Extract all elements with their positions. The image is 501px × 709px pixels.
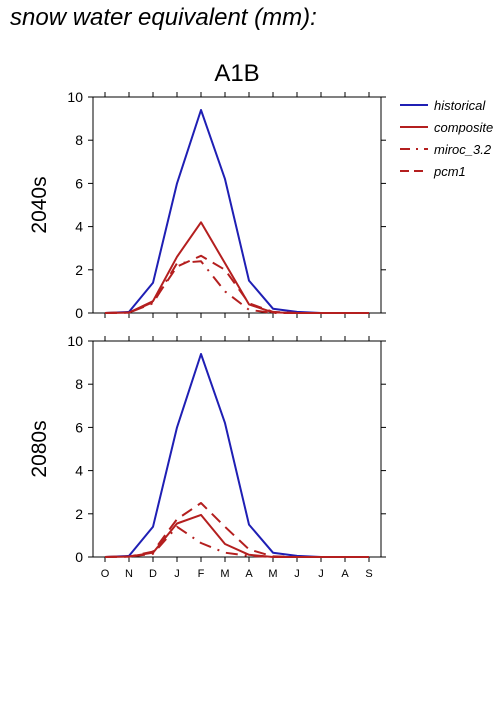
y-tick-label: 2: [75, 506, 83, 522]
legend: historical composite miroc_3.2 pcm1: [400, 98, 493, 179]
row-label: 2040s: [28, 176, 51, 233]
x-tick-label: M: [268, 568, 277, 580]
y-tick-label: 8: [75, 132, 83, 148]
y-tick-label: 10: [67, 333, 83, 349]
x-tick-label: M: [220, 568, 229, 580]
chart-panel-1: 0 2 4 6 8 10 A1B 2040s: [28, 60, 386, 321]
y-tick-label: 10: [67, 89, 83, 105]
chart-panel-2: 0 2 4 6 8 10 O N D J F M A M J J A S 2080s: [28, 333, 386, 580]
x-tick-label: D: [149, 568, 157, 580]
legend-label: composite: [434, 120, 493, 135]
series-line-pcm1: [104, 502, 369, 558]
y-tick-label: 8: [75, 376, 83, 392]
x-tick-label: J: [294, 568, 300, 580]
x-tick-label: O: [101, 568, 110, 580]
series-line-miroc-3-2: [104, 260, 369, 314]
plot-frame: [92, 96, 382, 314]
y-tick-label: 0: [75, 305, 83, 321]
x-tick-label: A: [341, 568, 349, 580]
y-tick-label: 6: [75, 175, 83, 191]
x-tick-label: N: [125, 568, 133, 580]
row-label: 2080s: [28, 420, 51, 477]
y-tick-label: 2: [75, 262, 83, 278]
panel-title: A1B: [214, 60, 259, 87]
x-tick-label: S: [365, 568, 372, 580]
legend-label: miroc_3.2: [434, 142, 492, 157]
x-tick-label: J: [318, 568, 324, 580]
legend-label: pcm1: [433, 164, 466, 179]
series-line-pcm1: [104, 254, 369, 314]
y-tick-label: 6: [75, 419, 83, 435]
x-tick-label: J: [174, 568, 180, 580]
x-tick-label: A: [245, 568, 253, 580]
series-line-historical: [104, 353, 369, 558]
series-line-miroc-3-2: [104, 525, 369, 558]
y-tick-label: 0: [75, 549, 83, 565]
page-title: snow water equivalent (mm):: [10, 4, 317, 31]
x-tick-label: F: [198, 568, 205, 580]
y-tick-label: 4: [75, 463, 83, 479]
y-tick-label: 4: [75, 219, 83, 235]
legend-label: historical: [434, 98, 486, 113]
plot-frame: [92, 340, 382, 558]
